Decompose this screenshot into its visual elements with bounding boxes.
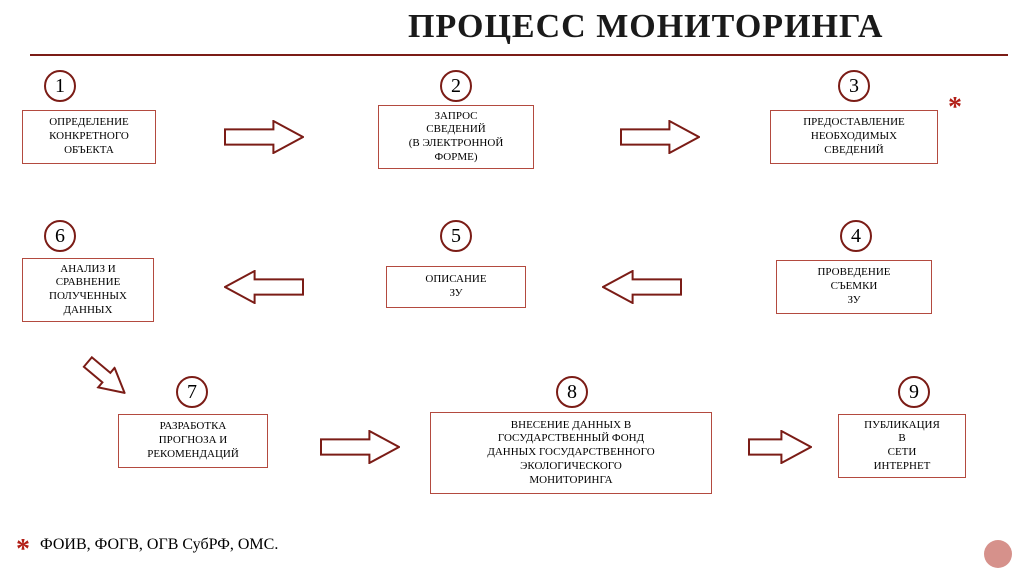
step-box-2: ЗАПРОС СВЕДЕНИЙ (В ЭЛЕКТРОННОЙ ФОРМЕ) <box>378 105 534 169</box>
step-box-5: ОПИСАНИЕ ЗУ <box>386 266 526 308</box>
step-box-1: ОПРЕДЕЛЕНИЕ КОНКРЕТНОГО ОБЪЕКТА <box>22 110 156 164</box>
slide-title: ПРОЦЕСС МОНИТОРИНГА <box>408 8 883 46</box>
step-num-1: 1 <box>44 70 76 102</box>
step-num-8: 8 <box>556 376 588 408</box>
step-num-6: 6 <box>44 220 76 252</box>
step-num-5: 5 <box>440 220 472 252</box>
arrow-7-8 <box>320 430 400 464</box>
step-box-3: ПРЕДОСТАВЛЕНИЕ НЕОБХОДИМЫХ СВЕДЕНИЙ <box>770 110 938 164</box>
arrow-4-5 <box>602 270 682 304</box>
star-step3: * <box>948 92 962 124</box>
step-num-9: 9 <box>898 376 930 408</box>
step-box-8: ВНЕСЕНИЕ ДАННЫХ В ГОСУДАРСТВЕННЫЙ ФОНД Д… <box>430 412 712 494</box>
step-num-2: 2 <box>440 70 472 102</box>
step-box-6: АНАЛИЗ И СРАВНЕНИЕ ПОЛУЧЕННЫХ ДАННЫХ <box>22 258 154 322</box>
slide-stage: { "title": { "text": "ПРОЦЕСС МОНИТОРИНГ… <box>0 0 1024 574</box>
step-num-3: 3 <box>838 70 870 102</box>
arrow-1-2 <box>224 120 304 154</box>
step-num-7: 7 <box>176 376 208 408</box>
title-underline <box>30 54 1008 56</box>
arrow-8-9 <box>748 430 812 464</box>
step-box-9: ПУБЛИКАЦИЯ В СЕТИ ИНТЕРНЕТ <box>838 414 966 478</box>
step-num-4: 4 <box>840 220 872 252</box>
step-box-7: РАЗРАБОТКА ПРОГНОЗА И РЕКОМЕНДАЦИЙ <box>118 414 268 468</box>
footnote-text: ФОИВ, ФОГВ, ОГВ СубРФ, ОМС. <box>40 536 278 554</box>
arrow-6-7 <box>90 356 140 406</box>
arrow-2-3 <box>620 120 700 154</box>
corner-badge <box>984 540 1012 568</box>
arrow-5-6 <box>224 270 304 304</box>
star-footnote: * <box>16 534 30 566</box>
step-box-4: ПРОВЕДЕНИЕ СЪЕМКИ ЗУ <box>776 260 932 314</box>
